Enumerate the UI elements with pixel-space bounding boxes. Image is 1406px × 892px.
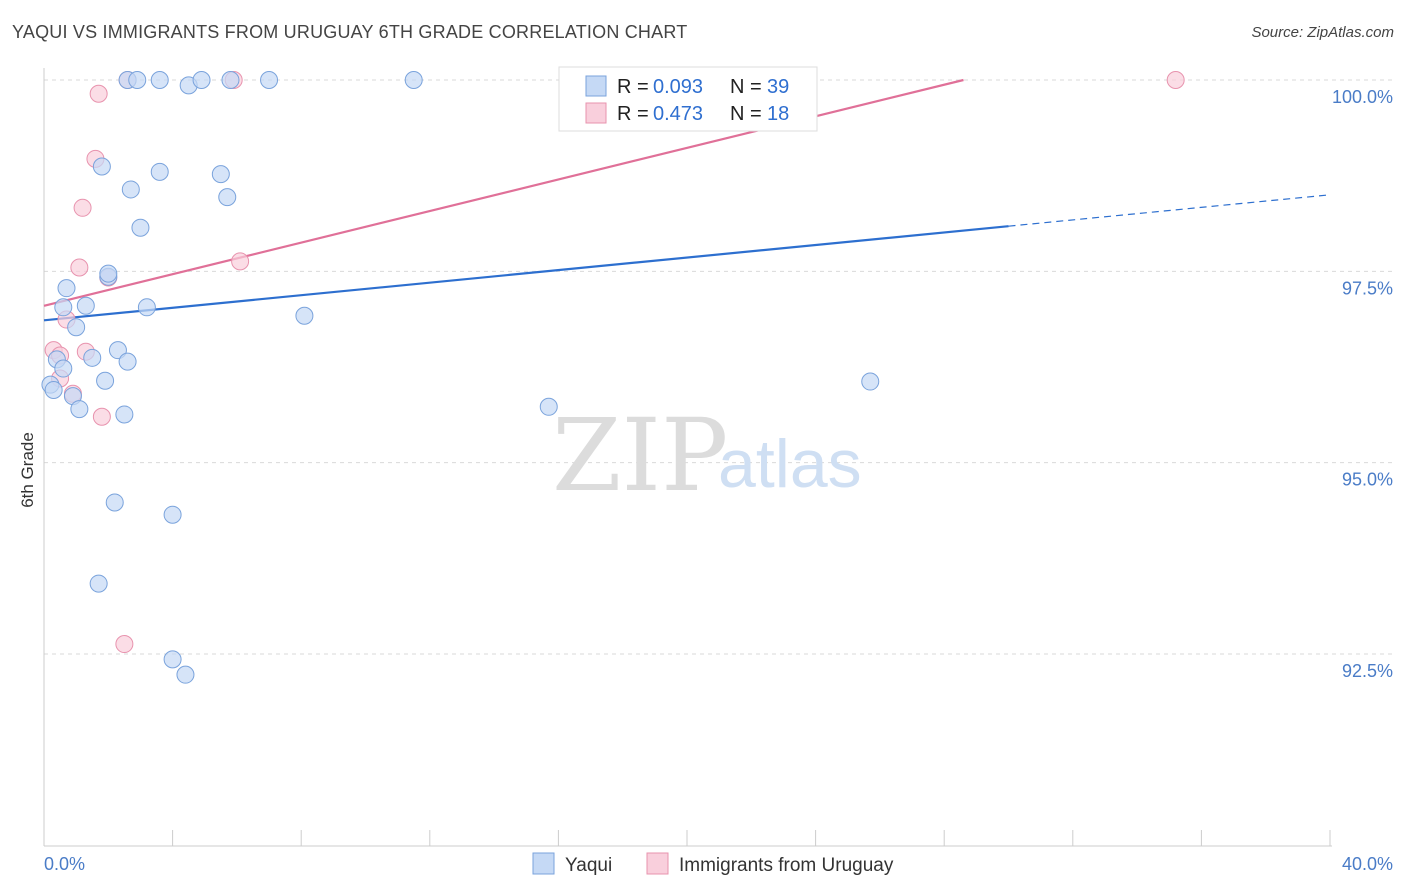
point-yaqui — [76, 296, 95, 315]
point-yaqui — [163, 505, 182, 524]
point-yaqui — [99, 264, 118, 283]
series-legend: Yaqui Immigrants from Uruguay — [532, 852, 894, 876]
point-yaqui — [176, 665, 195, 684]
point-yaqui — [861, 372, 880, 391]
legend-r-label-2: R = — [617, 103, 649, 125]
point-uruguay — [73, 198, 92, 217]
point-uruguay — [115, 635, 134, 654]
point-yaqui — [54, 359, 73, 378]
legend-swatch-uruguay — [585, 102, 607, 124]
point-yaqui — [96, 371, 115, 390]
point-yaqui — [137, 298, 156, 317]
point-yaqui — [105, 493, 124, 512]
legend-r-value-1: 0.093 — [653, 76, 703, 98]
bottom-legend-swatch-uruguay — [646, 852, 669, 875]
point-uruguay — [70, 258, 89, 277]
y-tick-label: 92.5% — [1342, 661, 1393, 681]
point-yaqui — [163, 650, 182, 669]
y-tick-label: 95.0% — [1342, 470, 1393, 490]
legend-n-label-1: N = — [730, 76, 762, 98]
source-credit: Source: ZipAtlas.com — [1251, 24, 1394, 41]
x-tick-label: 40.0% — [1342, 854, 1393, 874]
point-uruguay — [1166, 71, 1185, 89]
point-yaqui — [539, 397, 558, 416]
y-tick-label: 97.5% — [1342, 278, 1393, 298]
bottom-legend-swatch-yaqui — [532, 852, 555, 875]
gridlines — [44, 79, 1392, 655]
legend-n-label-2: N = — [730, 103, 762, 125]
data-points — [41, 71, 1185, 684]
bottom-legend-label-uruguay: Immigrants from Uruguay — [679, 855, 894, 876]
legend-n-value-1: 39 — [767, 76, 789, 98]
point-yaqui — [218, 188, 237, 207]
bottom-legend-label-yaqui: Yaqui — [565, 855, 612, 876]
point-yaqui — [150, 71, 169, 89]
trendline-uruguay — [43, 78, 964, 307]
point-yaqui — [118, 352, 137, 371]
point-yaqui — [121, 180, 140, 199]
chart-title: YAQUI VS IMMIGRANTS FROM URUGUAY 6TH GRA… — [12, 22, 688, 42]
legend-r-label-1: R = — [617, 76, 649, 98]
point-yaqui — [115, 405, 134, 424]
stats-legend: R = 0.093 N = 39 R = 0.473 N = 18 — [558, 66, 818, 132]
point-yaqui — [295, 306, 314, 325]
point-uruguay — [231, 252, 250, 271]
y-tick-labels: 92.5% 95.0% 97.5% 100.0% — [1332, 87, 1393, 681]
point-yaqui — [83, 348, 102, 367]
trendline-yaqui — [43, 225, 1009, 322]
point-uruguay — [92, 407, 111, 426]
point-yaqui — [404, 71, 423, 89]
watermark-zip: ZIP — [552, 397, 728, 514]
point-yaqui — [260, 71, 279, 89]
legend-n-value-2: 18 — [767, 103, 789, 125]
point-yaqui — [131, 218, 150, 237]
trendline-yaqui-extension — [1008, 194, 1331, 227]
legend-r-value-2: 0.473 — [653, 103, 703, 125]
axes — [43, 68, 1332, 847]
point-uruguay — [89, 84, 108, 103]
point-yaqui — [67, 318, 86, 337]
point-yaqui — [108, 341, 127, 360]
legend-swatch-yaqui — [585, 75, 607, 97]
point-yaqui — [150, 162, 169, 181]
point-yaqui — [92, 157, 111, 176]
point-yaqui — [89, 574, 108, 593]
point-yaqui — [211, 165, 230, 184]
y-axis-label: 6th Grade — [18, 432, 37, 508]
point-yaqui — [128, 71, 147, 89]
x-tick-labels: 0.0% 40.0% — [44, 854, 1393, 874]
y-tick-label: 100.0% — [1332, 87, 1393, 107]
point-yaqui — [192, 71, 211, 89]
point-yaqui — [70, 400, 89, 419]
point-yaqui — [221, 71, 240, 89]
point-yaqui — [54, 298, 73, 317]
point-yaqui — [44, 380, 63, 399]
watermark-atlas: atlas — [718, 426, 862, 502]
point-yaqui — [57, 279, 76, 298]
x-tick-label: 0.0% — [44, 854, 85, 874]
